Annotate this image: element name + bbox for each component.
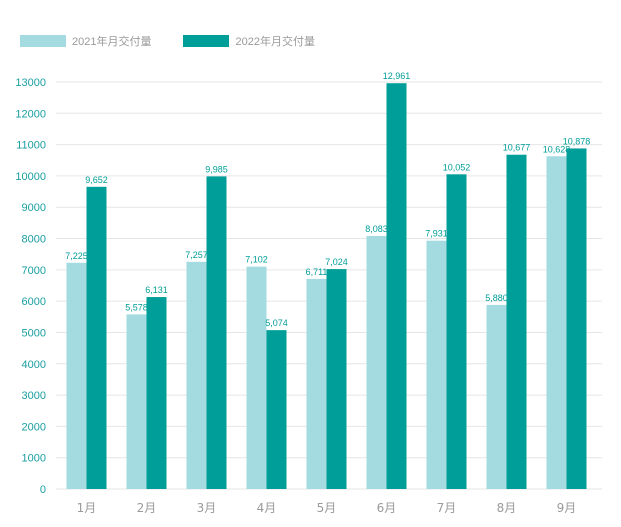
legend-item-2022: 2022年月交付量 xyxy=(183,33,315,49)
y-tick-label: 8000 xyxy=(22,234,46,246)
y-tick-label: 4000 xyxy=(22,359,46,371)
legend: 2021年月交付量 2022年月交付量 xyxy=(20,33,347,49)
bar-2021 xyxy=(126,314,147,489)
data-label: 5,880 xyxy=(485,293,508,303)
bar-2021 xyxy=(246,266,267,489)
data-label: 7,931 xyxy=(425,229,448,239)
y-tick-label: 2000 xyxy=(22,421,46,433)
y-tick-label: 6000 xyxy=(22,296,46,308)
data-label: 8,083 xyxy=(365,224,388,234)
bar-2022 xyxy=(326,269,347,489)
y-tick-label: 12000 xyxy=(15,108,46,120)
data-label: 9,652 xyxy=(85,175,108,185)
bar-2022 xyxy=(266,330,287,489)
x-tick-label: 8月 xyxy=(497,501,517,515)
bar-2021 xyxy=(366,235,387,489)
bar-2021 xyxy=(426,240,447,489)
data-label: 10,628 xyxy=(543,144,571,154)
legend-swatch-2021 xyxy=(20,35,66,47)
x-tick-label: 2月 xyxy=(137,501,157,515)
x-tick-label: 5月 xyxy=(317,501,337,515)
data-label: 7,257 xyxy=(185,250,208,260)
x-tick-label: 9月 xyxy=(557,501,577,515)
y-tick-label: 1000 xyxy=(22,453,46,465)
y-tick-label: 7000 xyxy=(22,265,46,277)
data-label: 10,052 xyxy=(443,162,471,172)
data-label: 9,985 xyxy=(205,164,228,174)
bar-2021 xyxy=(546,156,567,489)
legend-label-2021: 2021年月交付量 xyxy=(72,36,152,48)
legend-swatch-2022 xyxy=(183,35,230,47)
data-label: 7,102 xyxy=(245,255,268,265)
bar-2022 xyxy=(506,154,527,489)
data-label: 6,711 xyxy=(306,267,328,277)
bar-2022 xyxy=(86,186,107,489)
data-label: 10,677 xyxy=(503,143,531,153)
y-tick-label: 9000 xyxy=(22,202,46,214)
y-tick-label: 11000 xyxy=(16,140,46,152)
bar-2021 xyxy=(186,261,207,489)
data-label: 12,961 xyxy=(383,71,411,81)
bar-2021 xyxy=(306,278,327,489)
data-label: 5,074 xyxy=(265,318,288,328)
bar-2022 xyxy=(146,297,167,489)
x-tick-label: 7月 xyxy=(437,501,457,515)
data-label: 10,878 xyxy=(563,136,591,146)
bar-2022 xyxy=(446,174,467,489)
y-tick-label: 13000 xyxy=(15,77,46,89)
data-label: 5,578 xyxy=(125,302,148,312)
data-label: 6,131 xyxy=(145,285,168,295)
x-tick-label: 6月 xyxy=(377,501,397,515)
x-tick-label: 4月 xyxy=(257,501,277,515)
legend-label-2022: 2022年月交付量 xyxy=(235,36,315,48)
bar-2021 xyxy=(486,304,507,489)
x-tick-label: 3月 xyxy=(197,501,217,515)
legend-item-2021: 2021年月交付量 xyxy=(20,33,151,49)
bar-2022 xyxy=(386,83,407,489)
bar-2022 xyxy=(566,148,587,489)
bar-2022 xyxy=(206,176,227,489)
bar-2021 xyxy=(66,262,87,489)
y-tick-label: 10000 xyxy=(15,171,46,183)
x-tick-label: 1月 xyxy=(77,501,97,515)
y-tick-label: 3000 xyxy=(22,390,46,402)
y-tick-label: 0 xyxy=(40,484,46,496)
data-label: 7,024 xyxy=(325,257,348,267)
data-label: 7,225 xyxy=(65,251,88,261)
y-tick-label: 5000 xyxy=(22,327,46,339)
